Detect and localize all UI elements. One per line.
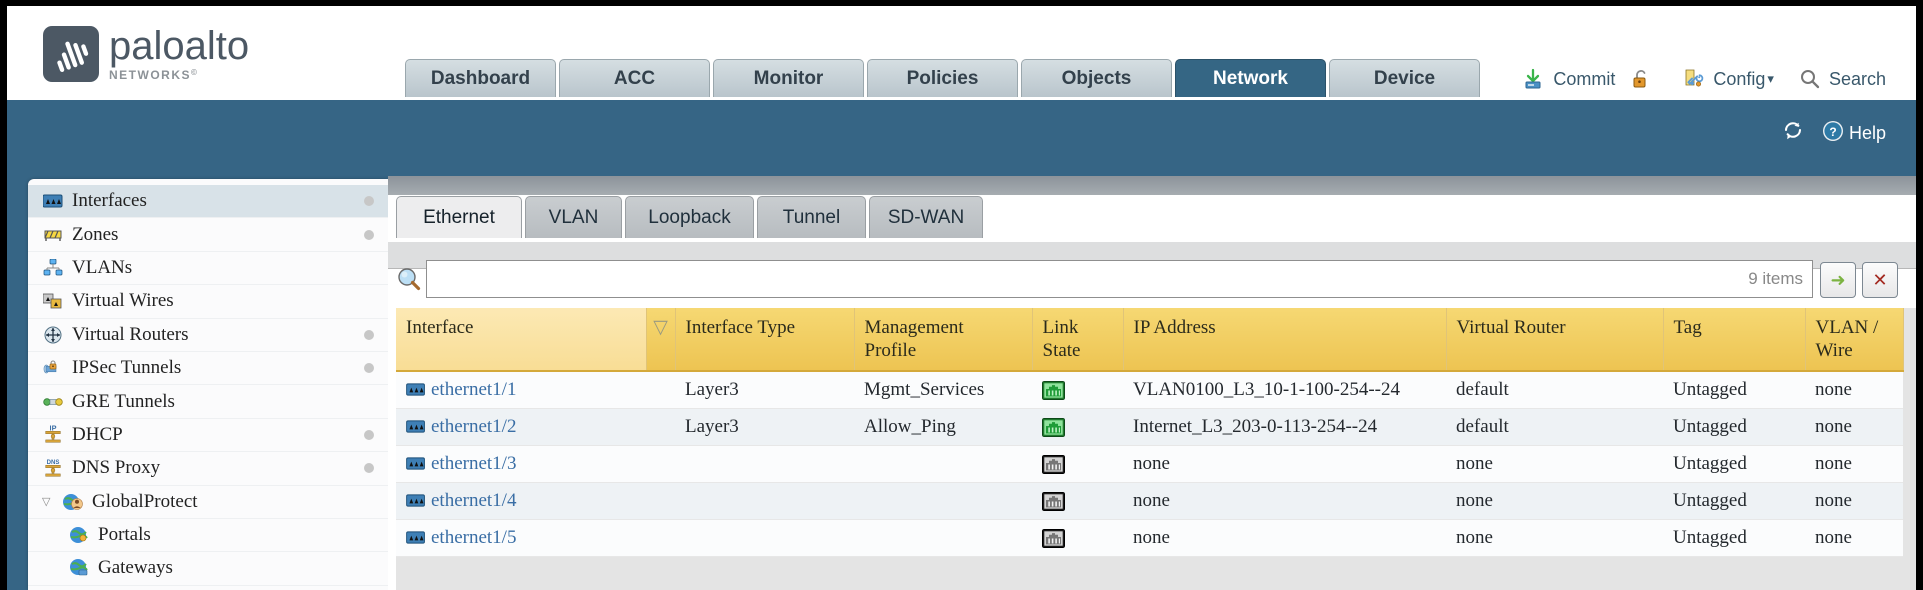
svg-text:?: ? <box>1829 125 1836 139</box>
svg-text:DNS: DNS <box>47 460 60 466</box>
svg-text:IP: IP <box>50 424 57 433</box>
